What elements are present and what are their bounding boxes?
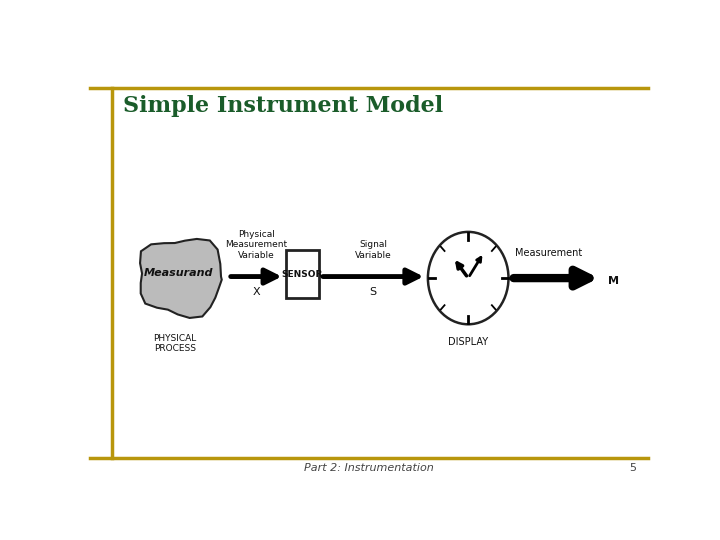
Text: DISPLAY: DISPLAY — [448, 336, 488, 347]
Bar — [286, 251, 319, 298]
Text: M: M — [608, 276, 618, 286]
Text: Part 2: Instrumentation: Part 2: Instrumentation — [304, 462, 434, 472]
Text: S: S — [369, 287, 377, 298]
Polygon shape — [140, 239, 222, 318]
Text: 5: 5 — [629, 462, 636, 472]
Text: Signal
Variable: Signal Variable — [355, 240, 392, 260]
Ellipse shape — [428, 232, 508, 325]
Text: X: X — [253, 287, 260, 298]
Text: Measurement: Measurement — [515, 248, 582, 258]
Text: SENSOR: SENSOR — [282, 270, 323, 279]
Text: PHYSICAL
PROCESS: PHYSICAL PROCESS — [153, 334, 197, 353]
Text: Simple Instrument Model: Simple Instrument Model — [122, 94, 443, 117]
Text: Physical
Measurement
Variable: Physical Measurement Variable — [225, 230, 287, 260]
Text: Measurand: Measurand — [143, 268, 213, 279]
